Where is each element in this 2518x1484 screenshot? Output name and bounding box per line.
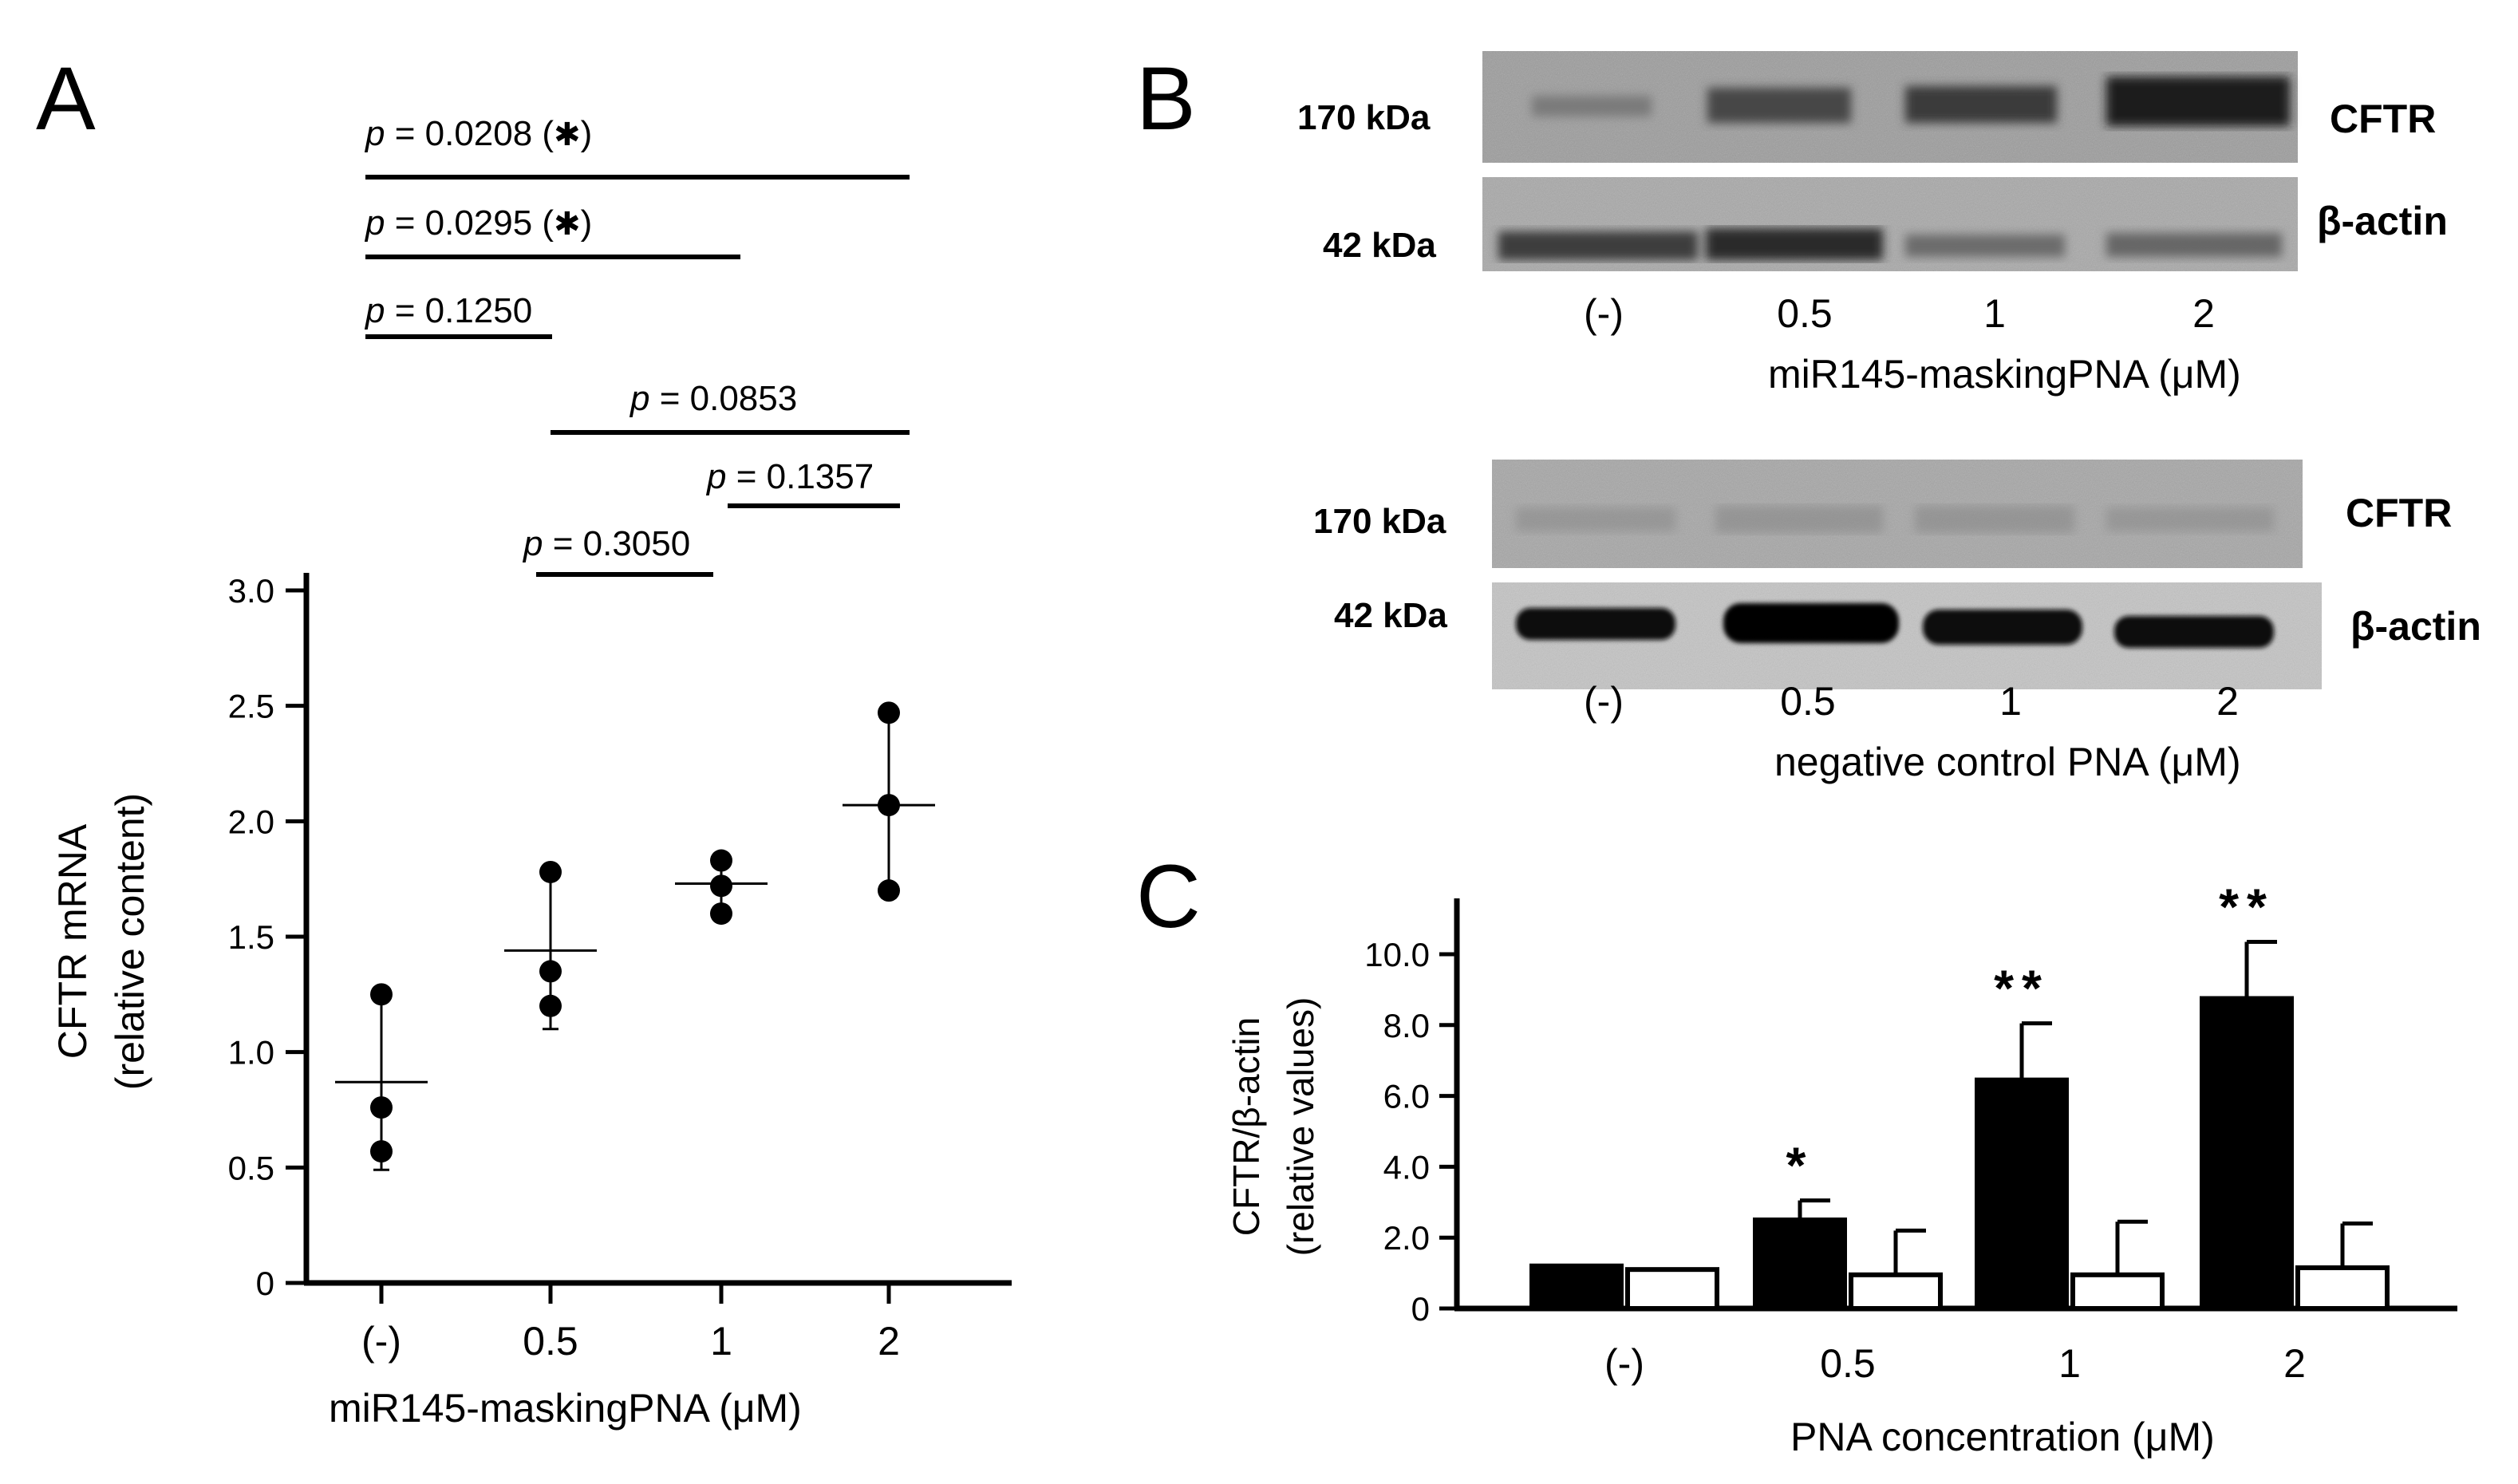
y-tick-label: 3.0 <box>228 572 274 610</box>
panel-letter-a: A <box>36 49 96 148</box>
data-point <box>539 960 562 983</box>
panel-c-chart: 0 2.0 4.0 6.0 8.0 10.0 (-) 0.5 1 2 PNA concentrati… <box>1225 878 2457 1459</box>
blot-bands-cftr <box>1532 77 2290 126</box>
y-axis-subtitle: (relative content) <box>108 793 152 1090</box>
panel-a-chart: 0 0.5 1.0 1.5 2.0 2.5 3.0 (-) 0.5 1 2 miR145-maskin… <box>50 572 1012 1431</box>
bar <box>2070 1272 2165 1311</box>
size-label: 170 kDa <box>1313 502 1446 541</box>
p-value-label: p = 0.3050 <box>522 524 690 563</box>
y-tick-label: 0 <box>1411 1290 1430 1328</box>
bar <box>1625 1267 1719 1312</box>
x-axis-title: miR145-maskingPNA (μM) <box>329 1386 802 1431</box>
y-tick-label: 6.0 <box>1383 1078 1430 1115</box>
data-point <box>710 849 732 872</box>
p-value-label: p = 0.1250 <box>364 291 532 330</box>
size-label: 42 kDa <box>1323 226 1436 265</box>
p-value-label: p = 0.0295 (✱) <box>364 203 592 243</box>
significance-marker: ** <box>1994 960 2050 1017</box>
blot-bands-actin <box>1498 228 2282 260</box>
size-label: 42 kDa <box>1334 596 1447 635</box>
bar <box>2295 1265 2390 1311</box>
x-tick-label: 1 <box>710 1319 732 1364</box>
y-tick-label: 0.5 <box>228 1149 274 1186</box>
lane-label: (-) <box>1584 291 1624 336</box>
bar <box>1975 1077 2069 1311</box>
protein-label: β-actin <box>2350 604 2481 649</box>
blot-top: 170 kDa 42 kDa CFTR β-actin (-) 0.5 1 2 … <box>1297 51 2448 397</box>
y-tick-label: 1.0 <box>228 1034 274 1072</box>
blot-bands-actin <box>1516 603 2274 648</box>
data-point <box>710 874 732 898</box>
data-point <box>539 860 562 883</box>
y-tick-label: 0 <box>256 1265 274 1302</box>
data-point <box>710 902 732 926</box>
data-point <box>878 701 900 724</box>
x-tick-label: 0.5 <box>1820 1341 1876 1386</box>
bar <box>1753 1218 1847 1311</box>
y-tick-label: 2.0 <box>1383 1219 1430 1257</box>
data-point <box>539 994 562 1017</box>
data-point <box>370 983 393 1006</box>
p-value-label: p = 0.0208 (✱) <box>364 114 592 153</box>
bar <box>1529 1263 1624 1311</box>
lane-label: 2 <box>2192 291 2215 336</box>
lane-label: 0.5 <box>1777 291 1833 336</box>
x-tick-label: (-) <box>1604 1341 1644 1386</box>
y-tick-label: 8.0 <box>1383 1007 1430 1044</box>
panel-letter-c: C <box>1136 847 1201 946</box>
y-tick-label: 2.5 <box>228 688 274 725</box>
data-point <box>878 879 900 902</box>
x-tick-label: 2 <box>878 1319 900 1364</box>
protein-label: CFTR <box>2346 491 2452 535</box>
x-axis-title: PNA concentration (μM) <box>1790 1415 2215 1459</box>
y-tick-label: 1.5 <box>228 918 274 956</box>
data-point <box>370 1096 393 1119</box>
blot-bottom: 170 kDa 42 kDa CFTR β-actin (-) 0.5 1 2 … <box>1313 460 2481 784</box>
x-tick-label: 1 <box>2058 1341 2081 1386</box>
data-point <box>878 794 900 817</box>
bar <box>2200 996 2294 1311</box>
x-tick-label: 2 <box>2283 1341 2306 1386</box>
treatment-label: miR145-maskingPNA (μM) <box>1768 352 2241 397</box>
p-value-label: p = 0.0853 <box>629 379 797 418</box>
lane-label: 2 <box>2216 679 2239 724</box>
significance-marker: ** <box>2219 878 2275 935</box>
protein-label: β-actin <box>2317 199 2448 243</box>
y-tick-label: 4.0 <box>1383 1148 1430 1186</box>
protein-label: CFTR <box>2330 97 2436 141</box>
x-tick-label: (-) <box>361 1319 401 1364</box>
blot-bands-cftr <box>1516 506 2274 533</box>
panel-a-comparisons: p = 0.0208 (✱) p = 0.0295 (✱) p = 0.1250… <box>364 114 910 577</box>
y-axis-subtitle: (relative values) <box>1280 997 1321 1257</box>
size-label: 170 kDa <box>1297 98 1431 137</box>
significance-marker: * <box>1786 1137 1814 1194</box>
data-point <box>370 1140 393 1163</box>
lane-label: 0.5 <box>1780 679 1836 724</box>
treatment-label: negative control PNA (μM) <box>1774 740 2241 784</box>
y-tick-label: 10.0 <box>1364 936 1430 973</box>
lane-label: (-) <box>1584 679 1624 724</box>
y-axis-title: CFTR mRNA <box>50 823 95 1059</box>
p-value-label: p = 0.1357 <box>705 457 874 496</box>
panel-letter-b: B <box>1136 49 1196 148</box>
bar <box>1849 1272 1943 1311</box>
y-tick-label: 2.0 <box>228 803 274 840</box>
y-axis-title: CFTR/β-actin <box>1225 1017 1267 1236</box>
lane-label: 1 <box>1999 679 2022 724</box>
lane-label: 1 <box>1983 291 2006 336</box>
x-tick-label: 0.5 <box>523 1319 578 1364</box>
